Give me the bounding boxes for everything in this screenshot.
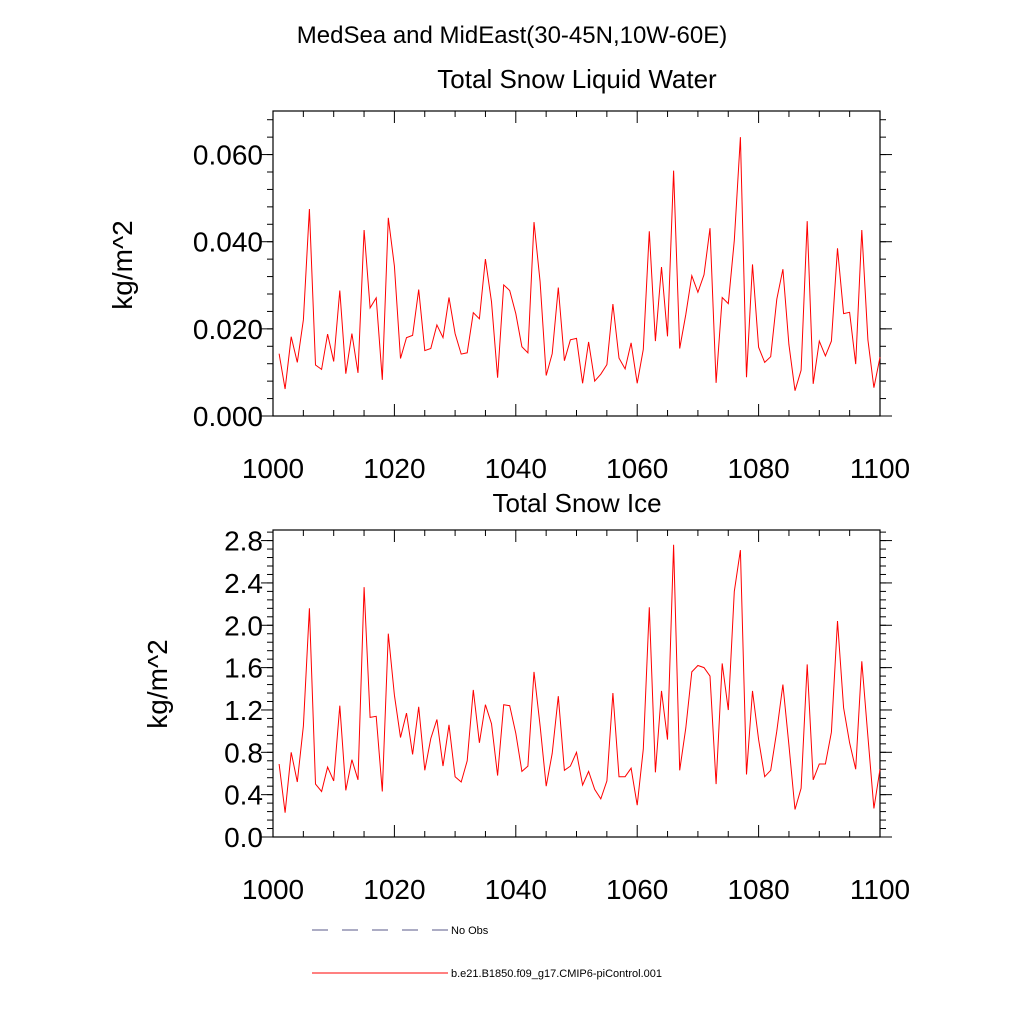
x-tick-label: 1060 [606,874,668,905]
y-tick-label: 2.4 [224,568,263,599]
series-line [278,137,881,391]
panel-title: Total Snow Liquid Water [437,64,717,94]
legend-label-no-obs: No Obs [451,925,489,937]
x-tick-label: 1000 [242,874,304,905]
x-tick-label: 1040 [485,874,547,905]
legend: No Obs b.e21.B1850.f09_g17.CMIP6-piContr… [312,925,662,980]
plot-frame [272,529,881,838]
y-tick-label: 0.4 [224,780,263,811]
y-tick-label: 0.040 [193,227,263,258]
panel-snow-liquid-water: Total Snow Liquid Water kg/m^2 1000 1020 1… [107,64,910,484]
y-tick-label: 1.2 [224,695,263,726]
tick-labels: 1000 1020 1040 1060 1080 1100 0.0 0.4 0.8 1.2 1.6 2… [224,526,910,905]
tick-marks [261,530,892,838]
x-tick-label: 1000 [242,453,304,484]
panel-snow-ice: Total Snow Ice kg/m^2 1000 1020 1040 1060 10… [142,488,910,905]
y-tick-label: 0.020 [193,314,263,345]
tick-marks [261,111,892,417]
legend-label-model: b.e21.B1850.f09_g17.CMIP6-piControl.001 [451,968,662,980]
tick-labels: 1000 1020 1040 1060 1080 1100 0.000 0.020 0.040 0… [193,140,910,484]
panel-title: Total Snow Ice [492,488,661,518]
y-axis-label: kg/m^2 [107,220,138,309]
plot-frame [272,110,881,417]
x-tick-label: 1080 [727,453,789,484]
x-tick-label: 1100 [850,874,910,905]
y-tick-label: 0.8 [224,737,263,768]
y-tick-label: 1.6 [224,653,263,684]
y-tick-label: 0.000 [193,401,263,432]
x-tick-label: 1060 [606,453,668,484]
y-tick-label: 2.0 [224,610,263,641]
x-tick-label: 1020 [363,453,425,484]
series-line [278,544,881,813]
super-title: MedSea and MidEast(30-45N,10W-60E) [297,22,727,49]
y-axis-label: kg/m^2 [142,639,173,728]
x-tick-label: 1040 [485,453,547,484]
y-tick-label: 2.8 [224,526,263,557]
x-tick-label: 1080 [727,874,789,905]
x-tick-label: 1100 [850,453,910,484]
x-tick-label: 1020 [363,874,425,905]
y-tick-label: 0.060 [193,140,263,171]
y-tick-label: 0.0 [224,822,263,853]
